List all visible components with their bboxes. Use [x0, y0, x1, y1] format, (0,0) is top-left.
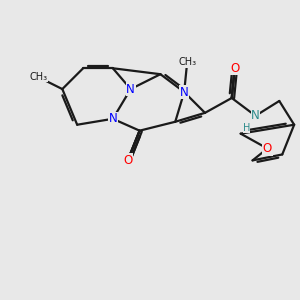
- Text: N: N: [109, 112, 117, 125]
- Text: H: H: [243, 123, 250, 133]
- Text: N: N: [126, 82, 135, 96]
- Text: N: N: [180, 85, 189, 98]
- Text: O: O: [263, 142, 272, 155]
- Text: CH₃: CH₃: [29, 72, 48, 82]
- Text: O: O: [230, 62, 239, 75]
- Text: CH₃: CH₃: [178, 57, 196, 67]
- Text: O: O: [123, 154, 132, 167]
- Text: N: N: [251, 109, 260, 122]
